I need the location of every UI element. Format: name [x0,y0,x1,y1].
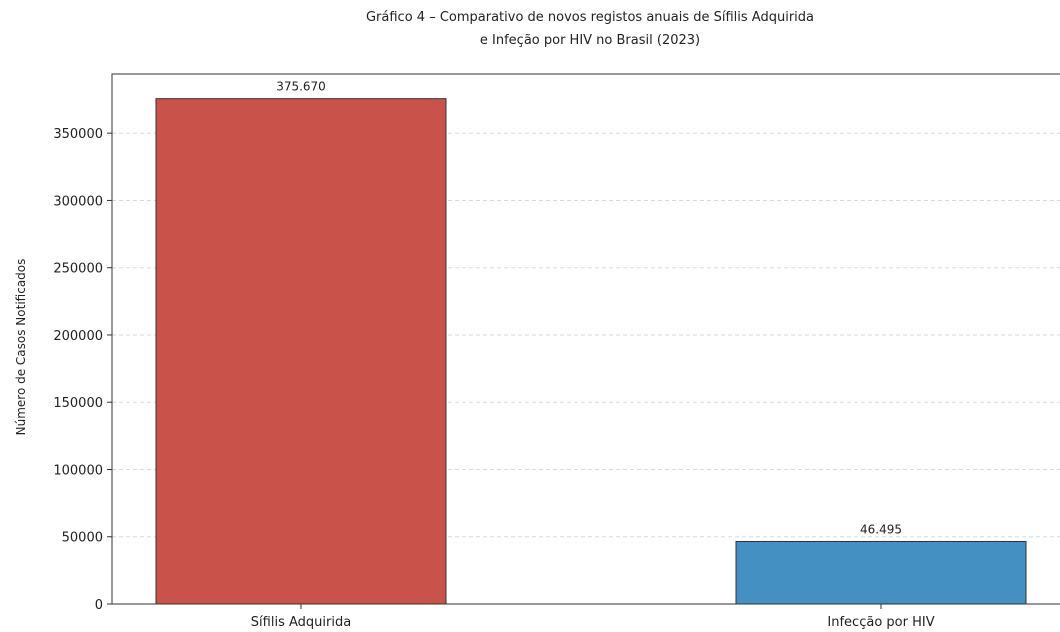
chart-title-line-2: e Infeção por HIV no Brasil (2023) [480,33,700,48]
chart-title-line-1: Gráfico 4 – Comparativo de novos registo… [366,10,814,25]
bar [735,540,1027,605]
y-tick-label: 350000 [53,127,103,142]
x-category-label: Sífilis Adquirida [251,615,351,630]
bars [155,98,1027,605]
bar-value-label: 46.495 [860,522,902,536]
y-tick-label: 100000 [53,463,103,478]
y-tick-label: 300000 [53,194,103,209]
y-tick-label: 150000 [53,396,103,411]
y-axis-ticks: 0 50000 100000 150000 200000 250000 300000 3500… [53,127,112,613]
bar [155,98,447,605]
bar-value-labels: 375.670 46.495 [276,80,902,537]
x-category-label: Infecção por HIV [827,615,934,630]
y-tick-label: 0 [95,598,103,613]
bar-value-label: 375.670 [276,80,326,94]
x-axis-categories: Sífilis Adquirida Infecção por HIV [251,604,935,630]
plot-frame [111,73,1060,605]
y-tick-label: 200000 [53,329,103,344]
y-tick-label: 50000 [62,531,103,546]
grid-lines [112,132,1060,538]
y-axis-label: Número de Casos Notificados [14,259,28,436]
y-tick-label: 250000 [53,262,103,277]
